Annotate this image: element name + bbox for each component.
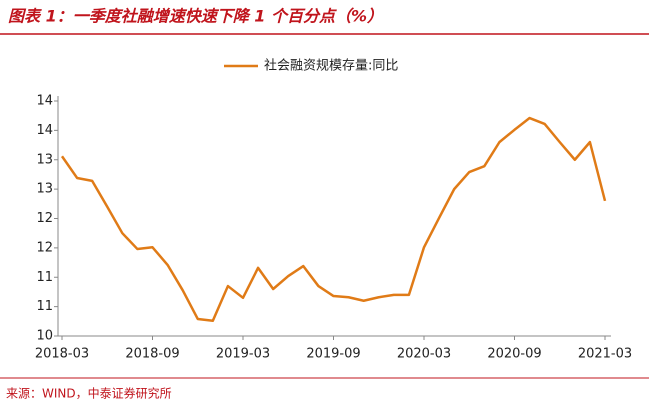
x-tick-label: 2018-03 — [35, 347, 89, 362]
x-tick-label: 2021-03 — [578, 347, 632, 362]
x-tick-label: 2020-03 — [397, 347, 451, 362]
y-tick-label: 11 — [36, 299, 53, 314]
y-tick-label: 13 — [36, 182, 53, 197]
x-tick-label: 2019-03 — [216, 347, 270, 362]
x-tick-label: 2019-09 — [306, 347, 360, 362]
y-tick-label: 13 — [36, 152, 53, 167]
x-tick-label: 2020-09 — [487, 347, 541, 362]
source: 来源：WIND，中泰证券研究所 — [6, 386, 172, 401]
y-tick-label: 10 — [36, 329, 53, 344]
chart-title: 图表 1：一季度社融增速快速下降 1 个百分点（%） — [8, 7, 383, 26]
y-tick-label: 12 — [36, 240, 53, 255]
y-tick-label: 14 — [36, 123, 53, 138]
y-tick-label: 11 — [36, 270, 53, 285]
legend-label: 社会融资规模存量:同比 — [264, 58, 398, 74]
x-tick-label: 2018-09 — [125, 347, 179, 362]
y-tick-label: 12 — [36, 211, 53, 226]
line — [60, 116, 607, 322]
y-tick-label: 14 — [36, 94, 53, 109]
